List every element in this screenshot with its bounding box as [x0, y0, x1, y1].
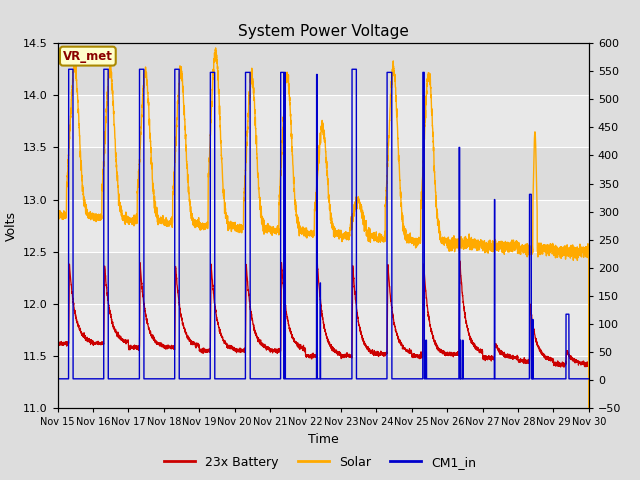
Y-axis label: Volts: Volts [4, 211, 17, 240]
Legend: 23x Battery, Solar, CM1_in: 23x Battery, Solar, CM1_in [159, 451, 481, 474]
Text: VR_met: VR_met [63, 49, 113, 62]
Title: System Power Voltage: System Power Voltage [238, 24, 408, 39]
X-axis label: Time: Time [308, 432, 339, 445]
Bar [58, 304, 589, 356]
Bar [58, 356, 589, 408]
Bar [58, 252, 589, 304]
Bar [58, 43, 589, 96]
Bar [58, 96, 589, 147]
Bar [58, 147, 589, 200]
Bar [58, 200, 589, 252]
